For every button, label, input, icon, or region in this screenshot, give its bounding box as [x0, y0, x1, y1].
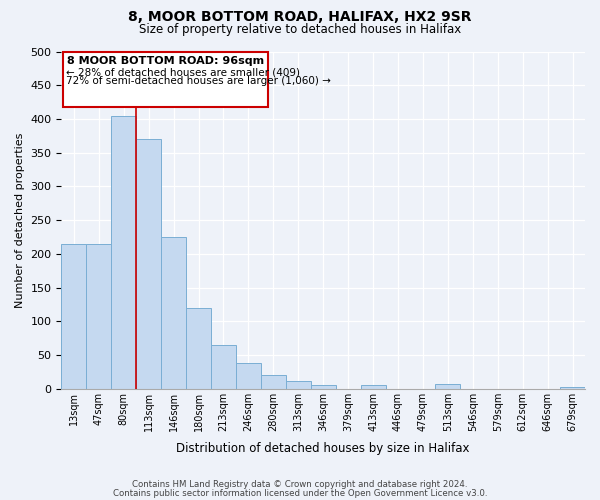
Bar: [161, 237, 186, 388]
Text: 72% of semi-detached houses are larger (1,060) →: 72% of semi-detached houses are larger (…: [67, 76, 331, 86]
Bar: [211, 345, 236, 389]
Text: Contains HM Land Registry data © Crown copyright and database right 2024.: Contains HM Land Registry data © Crown c…: [132, 480, 468, 489]
Text: Size of property relative to detached houses in Halifax: Size of property relative to detached ho…: [139, 22, 461, 36]
Bar: [61, 244, 86, 388]
Bar: [261, 375, 286, 388]
Text: 8, MOOR BOTTOM ROAD, HALIFAX, HX2 9SR: 8, MOOR BOTTOM ROAD, HALIFAX, HX2 9SR: [128, 10, 472, 24]
Text: 8 MOOR BOTTOM ROAD: 96sqm: 8 MOOR BOTTOM ROAD: 96sqm: [67, 56, 264, 66]
Bar: [111, 116, 136, 388]
X-axis label: Distribution of detached houses by size in Halifax: Distribution of detached houses by size …: [176, 442, 470, 455]
Text: ← 28% of detached houses are smaller (409): ← 28% of detached houses are smaller (40…: [67, 67, 301, 77]
Bar: [136, 139, 161, 388]
Text: Contains public sector information licensed under the Open Government Licence v3: Contains public sector information licen…: [113, 488, 487, 498]
Bar: [560, 386, 585, 388]
Bar: [436, 384, 460, 388]
Bar: [311, 386, 335, 388]
Bar: [186, 308, 211, 388]
Y-axis label: Number of detached properties: Number of detached properties: [15, 132, 25, 308]
Bar: [86, 244, 111, 388]
Bar: [361, 386, 386, 388]
Bar: [286, 380, 311, 388]
Bar: [236, 363, 261, 388]
Bar: [62, 52, 268, 107]
